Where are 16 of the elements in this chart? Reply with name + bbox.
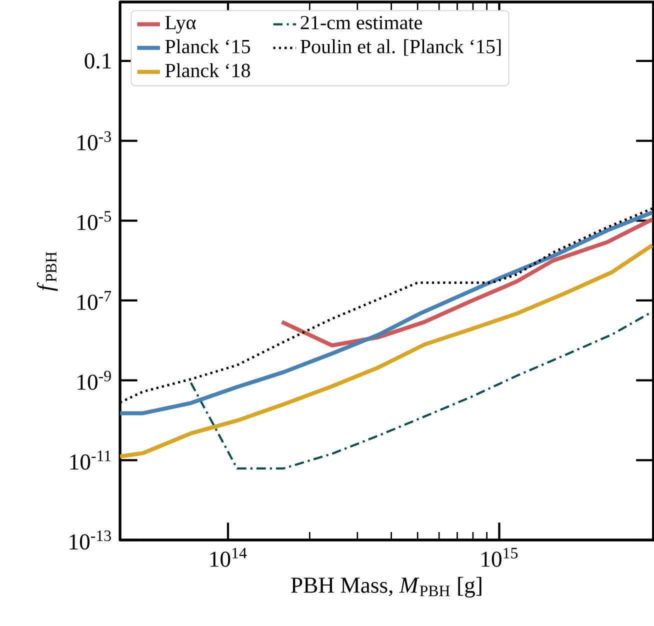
y-tick-label: 10$^{-7}$ <box>78 291 112 310</box>
legend-label: 21-cm estimate <box>300 16 422 30</box>
y-tick-label: 10$^{-5}$ <box>78 211 111 230</box>
x-axis-title: PBH Mass, M$_{PBH}$ [g] <box>291 576 482 598</box>
legend-label: Planck ‘15 <box>165 39 250 54</box>
legend-label: Lyα <box>165 16 196 34</box>
y-tick-label: 10$^{-11}$ <box>70 450 111 470</box>
y-tick-label: 0.1 <box>84 53 111 69</box>
y-tick-label: 10$^{-9}$ <box>78 370 111 390</box>
y-axis-title: f$_{PBH}$ <box>36 252 58 291</box>
y-tick-label: 10$^{-13}$ <box>70 530 111 550</box>
legend-label: Planck ‘18 <box>165 63 250 78</box>
y-tick-label: 10$^{-3}$ <box>78 131 111 150</box>
x-tick-label: 10$^{15}$ <box>482 548 518 567</box>
legend-label: Poulin et al. [Planck ‘15] <box>300 39 501 56</box>
x-tick-label: 10$^{14}$ <box>210 548 247 567</box>
